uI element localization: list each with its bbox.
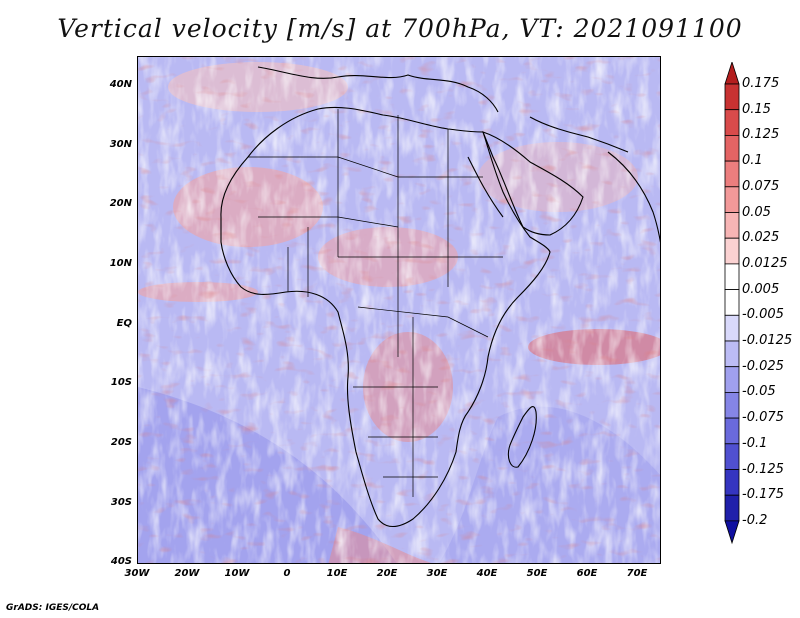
lon-tick: 30W bbox=[124, 568, 150, 579]
credit-text: GrADS: IGES/COLA bbox=[6, 603, 100, 613]
colorbar-level-label: -0.05 bbox=[742, 384, 776, 400]
colorbar-swatches bbox=[724, 62, 740, 545]
colorbar-swatch bbox=[724, 160, 740, 188]
lat-tick: 20N bbox=[109, 198, 132, 209]
plot-title: Vertical velocity [m/s] at 700hPa, VT: 2… bbox=[57, 14, 743, 43]
colorbar-swatch bbox=[724, 366, 740, 393]
lon-tick: 50E bbox=[526, 568, 548, 579]
colorbar-level-label: -0.0125 bbox=[742, 333, 793, 348]
lat-tick: 10S bbox=[110, 377, 132, 388]
colorbar-level-label: 0.15 bbox=[742, 101, 771, 117]
colorbar-swatch bbox=[724, 417, 740, 445]
colorbar-level-label: -0.125 bbox=[742, 461, 784, 477]
colorbar-level-label: -0.075 bbox=[742, 410, 784, 426]
colorbar-swatch bbox=[724, 186, 740, 213]
colorbar-level-label: 0.125 bbox=[742, 127, 780, 143]
coastline-africa bbox=[220, 106, 551, 528]
lat-tick: 40S bbox=[110, 556, 132, 567]
colorbar-level-label: 0.1 bbox=[742, 153, 763, 169]
colorbar-max-arrow bbox=[724, 62, 740, 85]
colorbar-swatch bbox=[724, 135, 740, 162]
colorbar-swatch bbox=[724, 83, 740, 111]
lat-tick: EQ bbox=[116, 318, 132, 329]
map-svg bbox=[138, 57, 660, 563]
lon-tick: 20W bbox=[174, 568, 200, 579]
colorbar-swatch bbox=[724, 314, 740, 342]
colorbar-swatch bbox=[724, 212, 740, 239]
colorbar-level-label: 0.075 bbox=[742, 178, 780, 194]
coastline-iran bbox=[529, 116, 629, 153]
coastline-madagascar bbox=[507, 406, 537, 468]
colorbar-swatch bbox=[724, 289, 740, 316]
lon-tick: 30E bbox=[426, 568, 448, 579]
field-texture bbox=[138, 57, 660, 563]
colorbar-level-label: 0.025 bbox=[742, 230, 780, 246]
lat-tick: 30S bbox=[110, 497, 132, 508]
colorbar-swatch bbox=[724, 340, 740, 368]
colorbar-level-label: -0.175 bbox=[742, 487, 784, 503]
lat-tick: 20S bbox=[110, 437, 132, 448]
colorbar-level-label: 0.0125 bbox=[742, 255, 788, 271]
coastline-arabia bbox=[482, 131, 584, 236]
colorbar-level-label: 0.05 bbox=[742, 204, 771, 220]
colorbar-level-label: -0.005 bbox=[742, 307, 784, 323]
coastline-india bbox=[607, 151, 660, 243]
colorbar-level-label: -0.2 bbox=[742, 512, 768, 528]
map-panel bbox=[137, 56, 661, 564]
lat-tick: 30N bbox=[109, 139, 132, 150]
lon-tick: 20E bbox=[376, 568, 398, 579]
colorbar-swatch bbox=[724, 494, 740, 522]
lon-tick: 60E bbox=[576, 568, 598, 579]
country-borders bbox=[248, 109, 503, 497]
colorbar-swatch bbox=[724, 263, 740, 290]
colorbar-swatch bbox=[724, 237, 740, 265]
colorbar-level-label: -0.025 bbox=[742, 358, 784, 374]
lon-tick: 0 bbox=[283, 568, 291, 579]
lon-tick: 10E bbox=[326, 568, 348, 579]
coastline-red-sea bbox=[467, 156, 504, 218]
colorbar-swatch bbox=[724, 391, 740, 419]
colorbar-min-arrow bbox=[724, 520, 740, 545]
colorbar-level-label: 0.175 bbox=[742, 76, 780, 91]
coastline-europe bbox=[257, 66, 499, 113]
lat-tick: 40N bbox=[109, 79, 132, 90]
lon-tick: 70E bbox=[626, 568, 648, 579]
colorbar-swatch bbox=[724, 443, 740, 470]
lon-tick: 40E bbox=[476, 568, 498, 579]
lon-tick: 10W bbox=[224, 568, 250, 579]
colorbar-swatch bbox=[724, 469, 740, 496]
lat-tick: 10N bbox=[109, 258, 132, 269]
coastlines bbox=[220, 66, 660, 528]
colorbar-level-label: 0.005 bbox=[742, 281, 780, 297]
colorbar-swatch bbox=[724, 109, 740, 136]
colorbar-level-label: -0.1 bbox=[742, 435, 768, 451]
